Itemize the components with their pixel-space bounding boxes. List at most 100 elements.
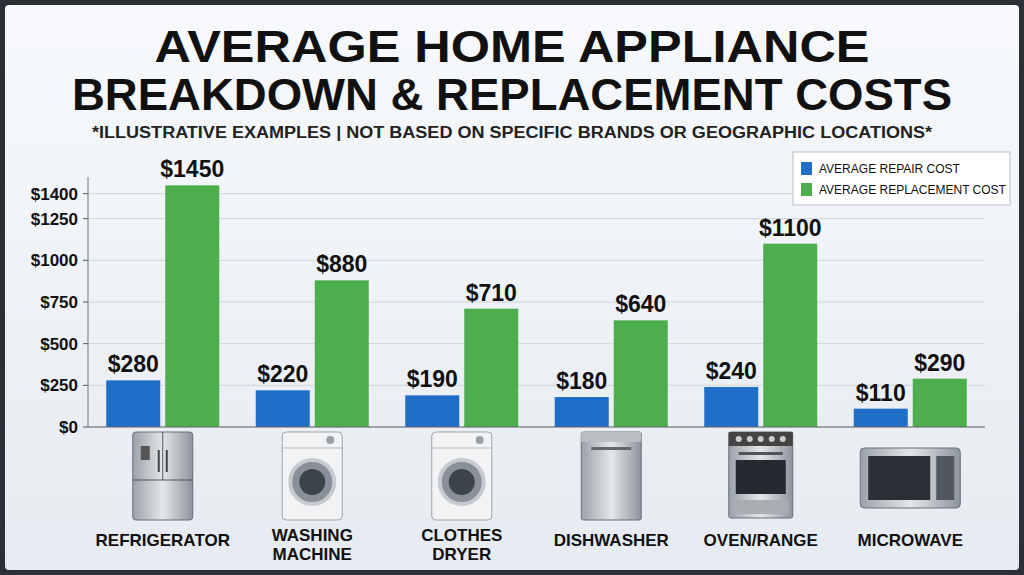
icon-microwave xyxy=(860,448,960,508)
icon-refrigerator xyxy=(133,432,193,520)
category-line: WASHING xyxy=(272,526,353,545)
subtitle: *ILLUSTRATIVE EXAMPLES | NOT BASED ON SP… xyxy=(92,124,933,141)
icon-knob xyxy=(326,436,334,444)
icon-line xyxy=(282,448,342,449)
data-label: $640 xyxy=(615,291,666,317)
legend-swatch xyxy=(801,183,812,196)
bar xyxy=(854,409,908,427)
icon-handle xyxy=(591,447,631,450)
icon-knob xyxy=(476,436,484,444)
legend: AVERAGE REPAIR COST AVERAGE REPLACEMENT C… xyxy=(793,152,1010,205)
tick-label: $1250 xyxy=(31,210,78,229)
icon-line xyxy=(133,480,193,481)
chart-container: AVERAGE HOME APPLIANCEBREAKDOWN & REPLAC… xyxy=(0,0,1024,575)
category-line: MICROWAVE xyxy=(858,531,963,550)
tick-mark xyxy=(83,343,88,344)
icon-handle xyxy=(166,450,168,472)
bar xyxy=(913,379,967,427)
icon-body xyxy=(432,432,492,520)
category-label: WASHINGMACHINE xyxy=(272,526,353,564)
icon-body xyxy=(282,432,342,520)
grid-line xyxy=(88,260,985,261)
bar xyxy=(704,387,758,427)
grid-line xyxy=(88,427,985,428)
category-line: DISHWASHER xyxy=(554,531,669,550)
grid-line xyxy=(88,385,985,386)
legend-box xyxy=(793,152,1010,205)
icon-line xyxy=(162,432,163,480)
data-label: $190 xyxy=(407,366,458,392)
title: AVERAGE HOME APPLIANCEBREAKDOWN & REPLAC… xyxy=(72,22,952,119)
icon-panel xyxy=(729,432,793,446)
tick-label: $250 xyxy=(40,376,78,395)
y-axis: $0$250$500$750$1000$1250$1400 xyxy=(31,177,985,437)
tick-label: $750 xyxy=(40,293,78,312)
icon-door xyxy=(290,460,334,504)
category-line: REFRIGERATOR xyxy=(96,531,230,550)
data-label: $180 xyxy=(556,368,607,394)
bar xyxy=(555,397,609,427)
icon-handle xyxy=(158,450,160,472)
title-line: AVERAGE HOME APPLIANCE xyxy=(155,22,870,71)
icon-dishwasher xyxy=(581,432,641,520)
tick-mark xyxy=(83,302,88,303)
icon-handle xyxy=(739,452,783,455)
grid-line xyxy=(88,302,985,303)
icon-window xyxy=(736,460,786,494)
category-line: MACHINE xyxy=(273,545,352,564)
tick-label: $500 xyxy=(40,335,78,354)
bar xyxy=(614,320,668,427)
icon-body xyxy=(133,432,193,520)
icon-body xyxy=(729,432,793,518)
bars xyxy=(106,185,967,427)
data-label: $1450 xyxy=(160,156,224,182)
tick-mark xyxy=(83,193,88,194)
tick-mark xyxy=(83,385,88,386)
data-label: $1100 xyxy=(759,215,822,241)
icon-line xyxy=(432,448,492,449)
icon-dispenser xyxy=(141,446,150,460)
legend-label: AVERAGE REPLACEMENT COST xyxy=(819,183,1007,197)
category-label: DISHWASHER xyxy=(554,531,669,550)
icon-dryer xyxy=(432,432,492,520)
category-label: OVEN/RANGE xyxy=(704,531,818,550)
chart-svg: AVERAGE HOME APPLIANCEBREAKDOWN & REPLAC… xyxy=(0,0,1024,575)
title-line: BREAKDOWN & REPLACEMENT COSTS xyxy=(72,70,952,119)
bar xyxy=(165,185,219,427)
grid-line xyxy=(88,343,985,344)
icon-window xyxy=(868,456,930,500)
y-axis-line xyxy=(88,177,89,427)
data-label: $110 xyxy=(856,380,906,406)
category-label: MICROWAVE xyxy=(858,531,963,550)
tick-label: $0 xyxy=(59,418,78,437)
icon-knob xyxy=(758,436,764,442)
legend-label: AVERAGE REPAIR COST xyxy=(819,162,961,176)
legend-swatch xyxy=(801,162,812,175)
x-axis: REFRIGERATOR WASHINGMACHINE CLOTHESDRYER DI… xyxy=(96,526,963,564)
icon-knob xyxy=(780,436,786,442)
icon-oven xyxy=(729,432,793,518)
bar xyxy=(106,380,160,427)
grid-line xyxy=(88,218,985,219)
category-line: DRYER xyxy=(432,545,491,564)
icon-panel xyxy=(581,432,641,442)
icon-door xyxy=(440,460,484,504)
icon-drawer xyxy=(733,500,789,514)
tick-mark xyxy=(83,218,88,219)
outer-frame xyxy=(0,0,1024,575)
bar xyxy=(464,309,518,427)
data-label: $710 xyxy=(466,280,517,306)
icon-washer xyxy=(282,432,342,520)
bar xyxy=(315,280,369,427)
icon-knob xyxy=(769,436,775,442)
data-label: $880 xyxy=(316,251,367,277)
icon-knob xyxy=(736,436,742,442)
icon-body xyxy=(860,448,960,508)
category-line: CLOTHES xyxy=(421,526,502,545)
icon-knob xyxy=(747,436,753,442)
bar xyxy=(405,395,459,427)
tick-mark xyxy=(83,427,88,428)
bar xyxy=(763,244,817,427)
category-line: OVEN/RANGE xyxy=(704,531,818,550)
data-label: $240 xyxy=(706,358,757,384)
